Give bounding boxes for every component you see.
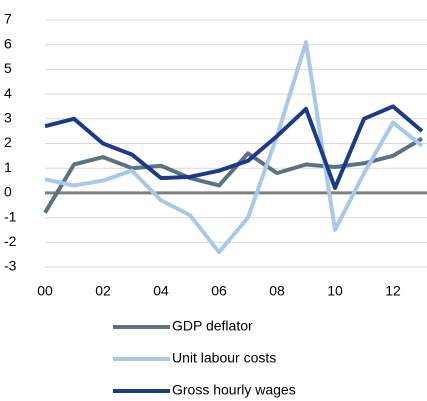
x-tick-label: 04 [153,283,169,299]
legend-label: Unit labour costs [172,350,276,366]
y-tick-label: -3 [4,258,17,274]
x-tick-label: 12 [385,283,401,299]
y-tick-label: 1 [4,159,12,175]
x-tick-label: 08 [269,283,285,299]
y-tick-label: 7 [4,11,12,27]
y-tick-label: -2 [4,233,17,249]
y-tick-label: 2 [4,134,12,150]
y-tick-label: 0 [4,184,12,200]
x-tick-label: 00 [37,283,53,299]
x-tick-label: 02 [95,283,111,299]
y-tick-label: 5 [4,60,12,76]
legend-label: GDP deflator [172,318,253,334]
legend-label: Gross hourly wages [172,382,296,398]
series-line [44,40,424,255]
y-tick-label: -1 [4,208,17,224]
y-tick-label: 4 [4,85,12,101]
y-tick-label: 3 [4,110,12,126]
x-tick-label: 10 [327,283,343,299]
series-line [43,136,424,214]
series-line [44,104,424,190]
y-tick-label: 6 [4,35,12,51]
x-tick-label: 06 [211,283,227,299]
